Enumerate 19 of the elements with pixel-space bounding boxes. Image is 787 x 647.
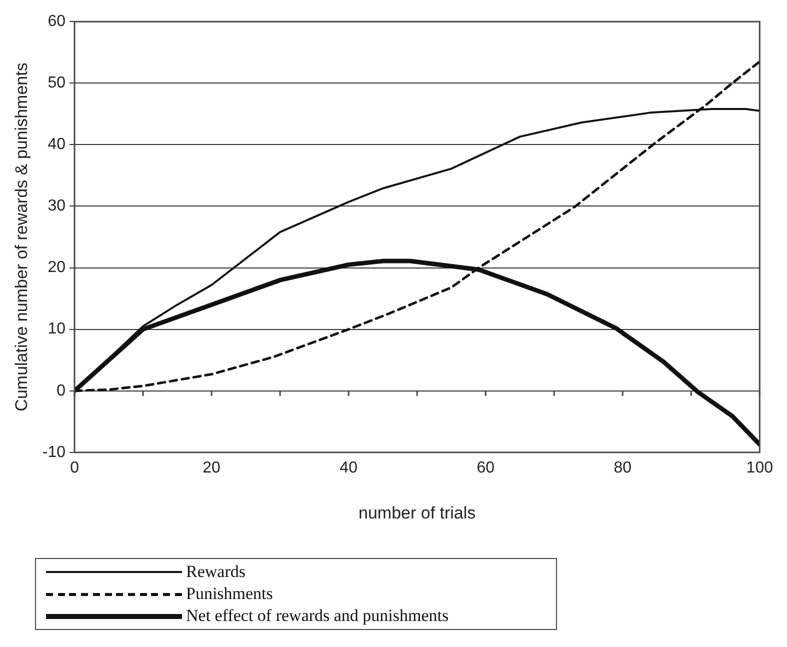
legend-label: Net effect of rewards and punishments: [186, 606, 449, 626]
x-tick-label: 80: [614, 459, 632, 476]
y-tick-label: 10: [48, 320, 66, 338]
y-axis-title: Cumulative number of rewards & punishments: [12, 62, 31, 412]
y-tick-label: 30: [48, 198, 66, 215]
y-tick-label: -10: [42, 444, 66, 461]
x-tick-label: 60: [476, 459, 495, 476]
legend-label: Punishments: [186, 584, 273, 604]
x-tick-label: 40: [340, 459, 358, 476]
y-tick-label: 0: [56, 382, 66, 400]
y-tick-label: 20: [48, 259, 66, 276]
y-tick-label: 40: [48, 136, 66, 154]
x-axis-title: number of trials: [358, 503, 476, 522]
x-tick-label: 20: [202, 459, 221, 476]
y-tick-label: 60: [48, 13, 66, 30]
y-tick-label: 50: [48, 74, 66, 92]
x-tick-label: 0: [70, 459, 80, 476]
x-tick-label: 100: [746, 459, 774, 476]
legend-label: Rewards: [186, 562, 246, 582]
